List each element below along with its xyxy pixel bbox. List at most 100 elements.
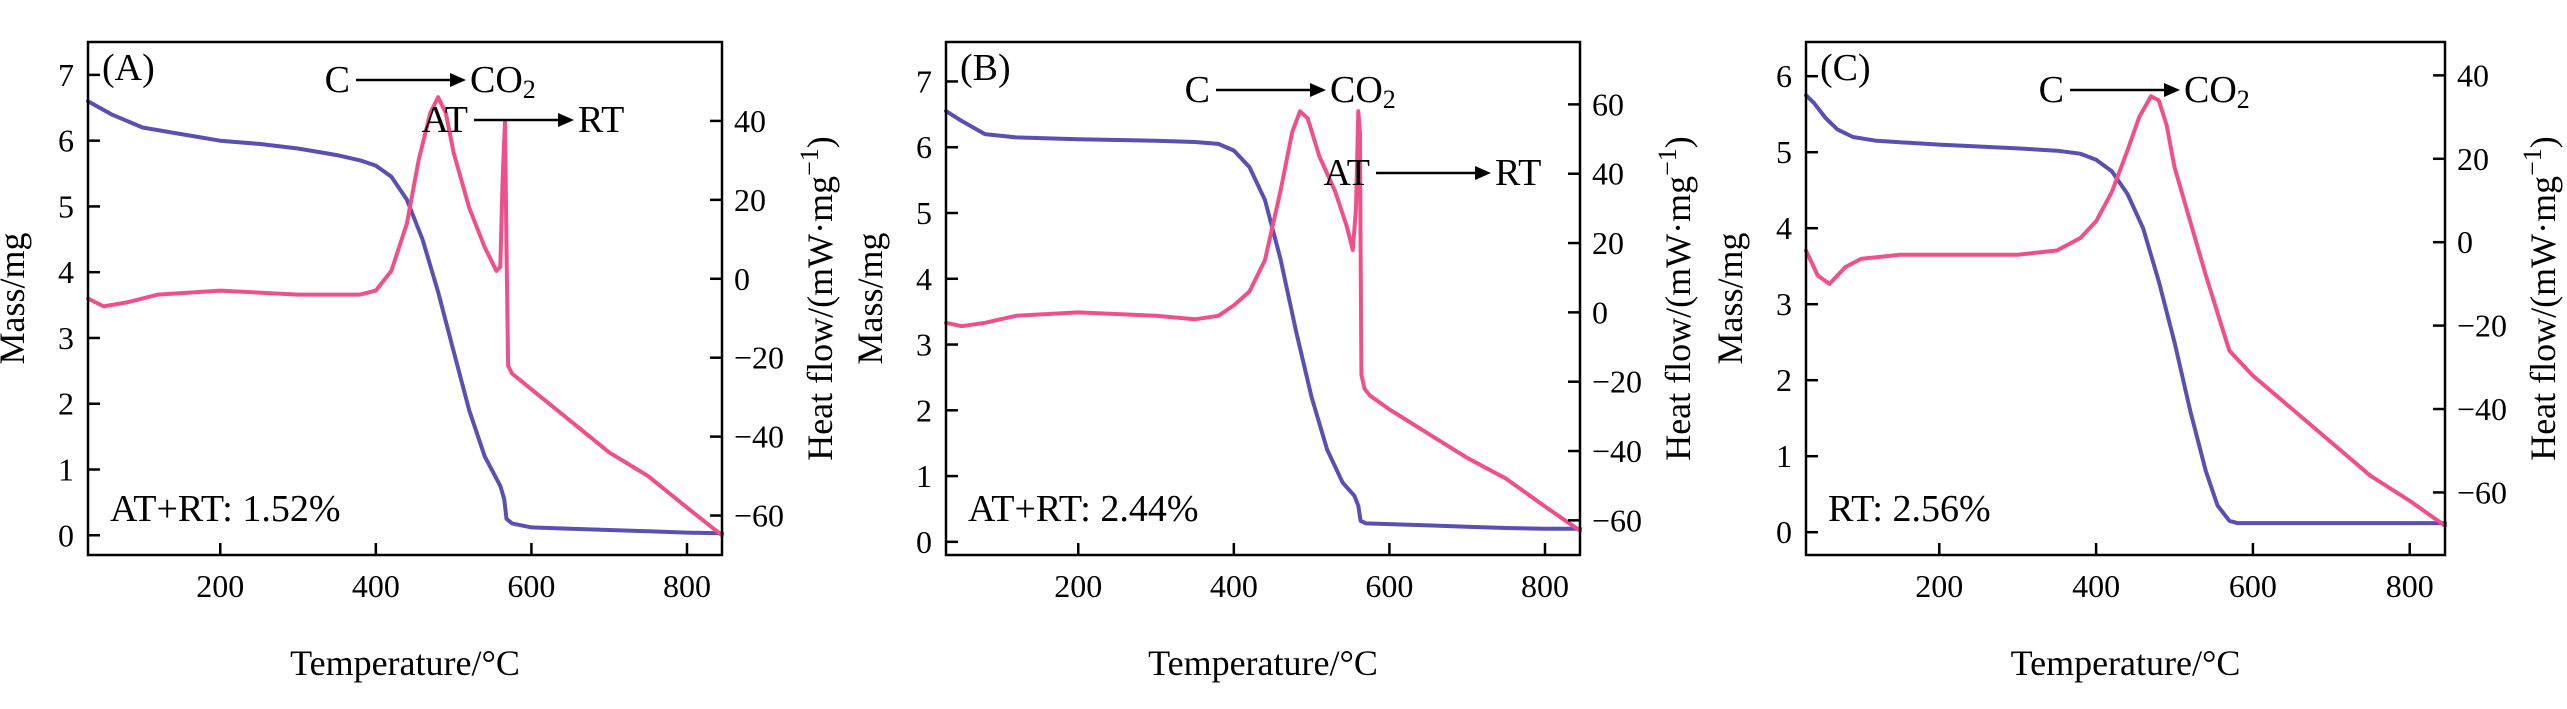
- panel-b: 200 400 600 800 0 1 2 3 4 5 6 7 −60 −40 −20 0 20 40 60 Temp…: [850, 40, 1698, 683]
- y2-tick-label: 40: [734, 103, 766, 139]
- product-label: RT: [1495, 152, 1541, 194]
- heat-curve: [944, 109, 1582, 533]
- product-label: CO2: [1330, 69, 1396, 114]
- y-tick-label: 5: [1776, 134, 1792, 170]
- y2-axis-label: Heat flow/(mW·mg−1): [795, 136, 840, 461]
- y2-tick-label: 60: [1592, 86, 1624, 122]
- reaction-annotation: C CO2: [1185, 69, 1396, 114]
- y-tick-label: 3: [58, 320, 74, 356]
- product-label: CO2: [2184, 69, 2250, 114]
- panel-label: (B): [960, 47, 1011, 89]
- y2-axis-label: Heat flow/(mW·mg−1): [2518, 136, 2563, 461]
- mass-curve: [944, 109, 1582, 531]
- x-tick-label: 200: [1054, 568, 1102, 604]
- y2-tick-label: −40: [1592, 433, 1642, 469]
- y-tick-label: 4: [1776, 210, 1792, 246]
- y-tick-label: 6: [916, 129, 932, 165]
- product-label: RT: [578, 99, 624, 141]
- y-tick-label: 4: [58, 254, 74, 290]
- y2-tick-label: 40: [1592, 156, 1624, 192]
- y2-tick-label: −60: [734, 498, 784, 534]
- y2-tick-label: 20: [2457, 141, 2489, 177]
- panel-label: (A): [102, 47, 155, 89]
- y2-tick-label: 0: [1592, 294, 1608, 330]
- x-tick-label: 400: [1210, 568, 1258, 604]
- y-tick-label: 3: [916, 327, 932, 363]
- arrowhead-icon: [1310, 83, 1326, 97]
- mass-curve: [1804, 93, 2447, 526]
- y2-tick-label: 40: [2457, 57, 2489, 93]
- y-tick-label: 3: [1776, 286, 1792, 322]
- y-tick-label: 0: [58, 517, 74, 553]
- percentage-note: AT+RT: 1.52%: [110, 488, 340, 530]
- x-tick-label: 600: [1365, 568, 1413, 604]
- x-axis-label: Temperature/°C: [1148, 643, 1378, 683]
- reaction-annotation: AT RT: [1324, 152, 1542, 194]
- reaction-annotation: C CO2: [2039, 69, 2250, 114]
- y-tick-label: 7: [58, 57, 74, 93]
- y-tick-label: 2: [1776, 362, 1792, 398]
- y-tick-label: 2: [58, 386, 74, 422]
- panel-a: 200 400 600 800 0 1 2 3 4 5 6 7 −60 −40 −20 0 20 40 Temper…: [0, 40, 840, 683]
- y-tick-label: 2: [916, 392, 932, 428]
- percentage-note: AT+RT: 2.44%: [968, 488, 1198, 530]
- arrowhead-icon: [1475, 166, 1491, 180]
- reaction-annotation: C CO2: [325, 59, 536, 104]
- x-tick-label: 400: [2072, 568, 2120, 604]
- y-tick-label: 1: [58, 452, 74, 488]
- reactant-label: C: [2039, 69, 2064, 111]
- y-tick-label: 5: [916, 195, 932, 231]
- y-tick-label: 4: [916, 261, 932, 297]
- y-tick-label: 5: [58, 188, 74, 224]
- y-tick-label: 1: [916, 458, 932, 494]
- panel-label: (C): [1820, 47, 1871, 89]
- reactant-label: AT: [1324, 152, 1370, 194]
- panel-c: 200 400 600 800 0 1 2 3 4 5 6 −60 −40 −20 0 20 40 Tempera…: [1710, 40, 2563, 683]
- y2-tick-label: 0: [2457, 224, 2473, 260]
- y2-tick-label: −20: [1592, 364, 1642, 400]
- x-tick-label: 800: [1521, 568, 1569, 604]
- y2-tick-label: −20: [2457, 308, 2507, 344]
- y-tick-label: 6: [1776, 58, 1792, 94]
- product-label: CO2: [470, 59, 536, 104]
- y-tick-label: 6: [58, 123, 74, 159]
- x-axis-label: Temperature/°C: [2011, 643, 2241, 683]
- reaction-annotation: AT RT: [422, 99, 625, 141]
- plot-frame: [944, 40, 1582, 557]
- mass-curve: [86, 99, 724, 536]
- x-tick-label: 800: [663, 568, 711, 604]
- heat-curve: [86, 95, 724, 538]
- reactant-label: AT: [422, 99, 468, 141]
- y2-tick-label: −40: [2457, 391, 2507, 427]
- reactant-label: C: [325, 59, 350, 101]
- reactant-label: C: [1185, 69, 1210, 111]
- y-axis-label: Mass/mg: [1710, 232, 1750, 364]
- y2-tick-label: −20: [734, 340, 784, 376]
- y2-tick-label: 0: [734, 261, 750, 297]
- arrowhead-icon: [558, 113, 574, 127]
- y-axis-label: Mass/mg: [0, 232, 32, 364]
- y2-tick-label: 20: [734, 182, 766, 218]
- y-axis-label: Mass/mg: [850, 232, 890, 364]
- y-tick-label: 1: [1776, 438, 1792, 474]
- heat-curve: [1804, 94, 2447, 528]
- plot-frame: [86, 40, 724, 557]
- arrowhead-icon: [450, 73, 466, 87]
- y-tick-label: 0: [1776, 514, 1792, 550]
- y2-tick-label: −40: [734, 419, 784, 455]
- x-tick-label: 200: [196, 568, 244, 604]
- plot-frame: [1804, 40, 2447, 557]
- x-tick-label: 200: [1915, 568, 1963, 604]
- y-tick-label: 7: [916, 63, 932, 99]
- y2-tick-label: −60: [2457, 474, 2507, 510]
- y2-axis-label: Heat flow/(mW·mg−1): [1653, 136, 1698, 461]
- x-axis-label: Temperature/°C: [290, 643, 520, 683]
- y2-tick-label: 20: [1592, 225, 1624, 261]
- x-tick-label: 400: [352, 568, 400, 604]
- x-tick-label: 600: [507, 568, 555, 604]
- percentage-note: RT: 2.56%: [1828, 488, 1991, 530]
- x-tick-label: 600: [2229, 568, 2277, 604]
- arrowhead-icon: [2164, 83, 2180, 97]
- y2-tick-label: −60: [1592, 502, 1642, 538]
